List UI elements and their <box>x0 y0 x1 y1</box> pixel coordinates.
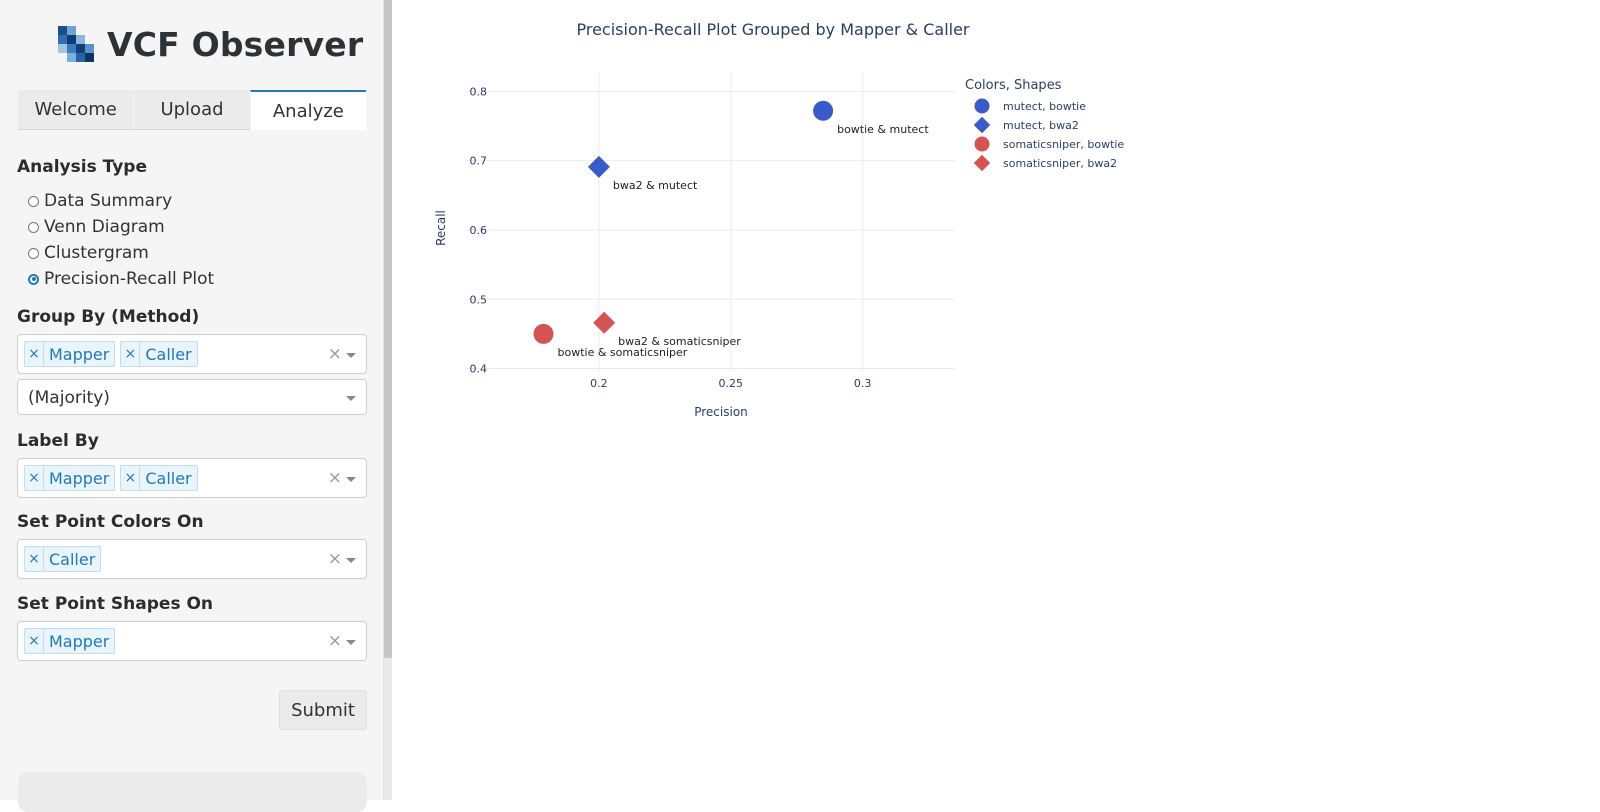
app-header: VCF Observer <box>58 24 363 64</box>
point-label: bwa2 & somaticsniper <box>618 335 741 348</box>
clear-icon[interactable]: × <box>327 631 342 651</box>
legend-label: mutect, bwa2 <box>1003 119 1079 132</box>
point-label: bowtie & somaticsniper <box>557 346 687 359</box>
radio-precision-recall-plot[interactable]: Precision-Recall Plot <box>28 266 214 292</box>
radio-venn-diagram[interactable]: Venn Diagram <box>28 214 214 240</box>
point-colors-select[interactable]: × Caller × <box>17 539 367 579</box>
sidebar: VCF Observer Welcome Upload Analyze Anal… <box>0 0 384 812</box>
x-tick-label: 0.25 <box>719 377 744 390</box>
legend-marker <box>974 98 990 114</box>
bottom-panel <box>18 772 367 812</box>
clear-icon[interactable]: × <box>327 549 342 569</box>
group-by-select[interactable]: × Mapper × Caller × <box>17 334 367 374</box>
legend-title: Colors, Shapes <box>965 78 1062 93</box>
chip-remove-icon[interactable]: × <box>121 342 141 366</box>
truth-set-value: (Majority) <box>28 388 110 408</box>
chip-remove-icon[interactable]: × <box>25 466 44 490</box>
radio-label: Clustergram <box>44 243 149 263</box>
point-label: bwa2 & mutect <box>613 179 698 192</box>
precision-recall-plot: 0.2 0.25 0.3 0.4 0.5 0.6 0.7 0.8 Precision-Recal… <box>392 0 1600 800</box>
chip-remove-icon[interactable]: × <box>25 547 44 571</box>
chip-remove-icon[interactable]: × <box>25 629 44 653</box>
group-by-label: Group By (Method) <box>17 307 200 327</box>
x-tick-label: 0.3 <box>854 377 872 390</box>
legend-label: somaticsniper, bwa2 <box>1003 157 1117 170</box>
clear-icon[interactable]: × <box>327 344 342 364</box>
data-point <box>593 311 616 334</box>
chevron-down-icon[interactable] <box>346 396 356 401</box>
truth-set-select[interactable]: (Majority) <box>17 379 367 415</box>
label-by-chip-mapper: × Mapper <box>24 465 116 491</box>
y-tick-label: 0.8 <box>470 85 488 98</box>
clear-icon[interactable]: × <box>327 468 342 488</box>
radio-checked-icon <box>28 273 39 285</box>
chevron-down-icon[interactable] <box>346 558 356 563</box>
sidebar-scrollbar-thumb[interactable] <box>384 0 392 658</box>
point-colors-chip-caller: × Caller <box>24 546 102 572</box>
label-by-label: Label By <box>17 431 99 451</box>
chip-remove-icon[interactable]: × <box>121 466 141 490</box>
label-by-select[interactable]: × Mapper × Caller × <box>17 458 367 498</box>
group-by-chip-mapper: × Mapper <box>24 341 116 367</box>
label-by-chip-caller: × Caller <box>120 465 198 491</box>
point-shapes-select[interactable]: × Mapper × <box>17 621 367 661</box>
chart-svg: 0.2 0.25 0.3 0.4 0.5 0.6 0.7 0.8 Precision-Recal… <box>434 20 1124 419</box>
y-tick-label: 0.5 <box>470 293 488 306</box>
x-axis-label: Precision <box>694 405 748 419</box>
chip-label: Mapper <box>49 344 110 364</box>
chip-label: Caller <box>145 468 192 488</box>
legend-marker <box>973 154 991 172</box>
data-point <box>813 100 834 121</box>
point-shapes-chip-mapper: × Mapper <box>24 628 116 654</box>
x-tick-label: 0.2 <box>590 377 608 390</box>
radio-data-summary[interactable]: Data Summary <box>28 188 214 214</box>
legend-label: mutect, bowtie <box>1003 100 1086 113</box>
analysis-type-label: Analysis Type <box>17 157 147 177</box>
radio-unchecked-icon <box>28 195 39 207</box>
radio-clustergram[interactable]: Clustergram <box>28 240 214 266</box>
group-by-chip-caller: × Caller <box>120 341 198 367</box>
y-tick-label: 0.4 <box>470 363 488 376</box>
point-shapes-label: Set Point Shapes On <box>17 594 214 614</box>
chevron-down-icon[interactable] <box>346 640 356 645</box>
y-axis-label: Recall <box>434 210 448 246</box>
chart-title: Precision-Recall Plot Grouped by Mapper … <box>576 20 969 39</box>
radio-label: Data Summary <box>44 191 173 211</box>
logo-icon <box>58 26 94 62</box>
app-title: VCF Observer <box>107 24 364 64</box>
chip-label: Mapper <box>49 631 110 651</box>
point-colors-label: Set Point Colors On <box>17 512 204 532</box>
submit-button[interactable]: Submit <box>279 690 367 730</box>
data-point <box>587 155 610 178</box>
point-label: bowtie & mutect <box>837 123 929 136</box>
tab-welcome[interactable]: Welcome <box>18 90 134 130</box>
data-point <box>533 323 554 344</box>
tab-analyze[interactable]: Analyze <box>249 90 366 130</box>
radio-unchecked-icon <box>28 221 39 233</box>
tab-bar: Welcome Upload Analyze <box>18 90 366 130</box>
radio-unchecked-icon <box>28 247 39 259</box>
chevron-down-icon[interactable] <box>346 353 356 358</box>
y-tick-label: 0.6 <box>470 224 488 237</box>
y-tick-label: 0.7 <box>470 155 488 168</box>
radio-label: Precision-Recall Plot <box>44 269 215 289</box>
legend-marker <box>973 116 991 134</box>
chip-remove-icon[interactable]: × <box>25 342 44 366</box>
analysis-type-radio-group: Data Summary Venn Diagram Clustergram Pr… <box>28 188 214 292</box>
legend-marker <box>974 136 990 152</box>
tab-upload[interactable]: Upload <box>133 90 250 130</box>
legend-label: somaticsniper, bowtie <box>1003 138 1124 151</box>
chip-label: Caller <box>49 549 96 569</box>
chip-label: Mapper <box>49 468 110 488</box>
chevron-down-icon[interactable] <box>346 477 356 482</box>
chip-label: Caller <box>145 344 192 364</box>
radio-label: Venn Diagram <box>44 217 165 237</box>
